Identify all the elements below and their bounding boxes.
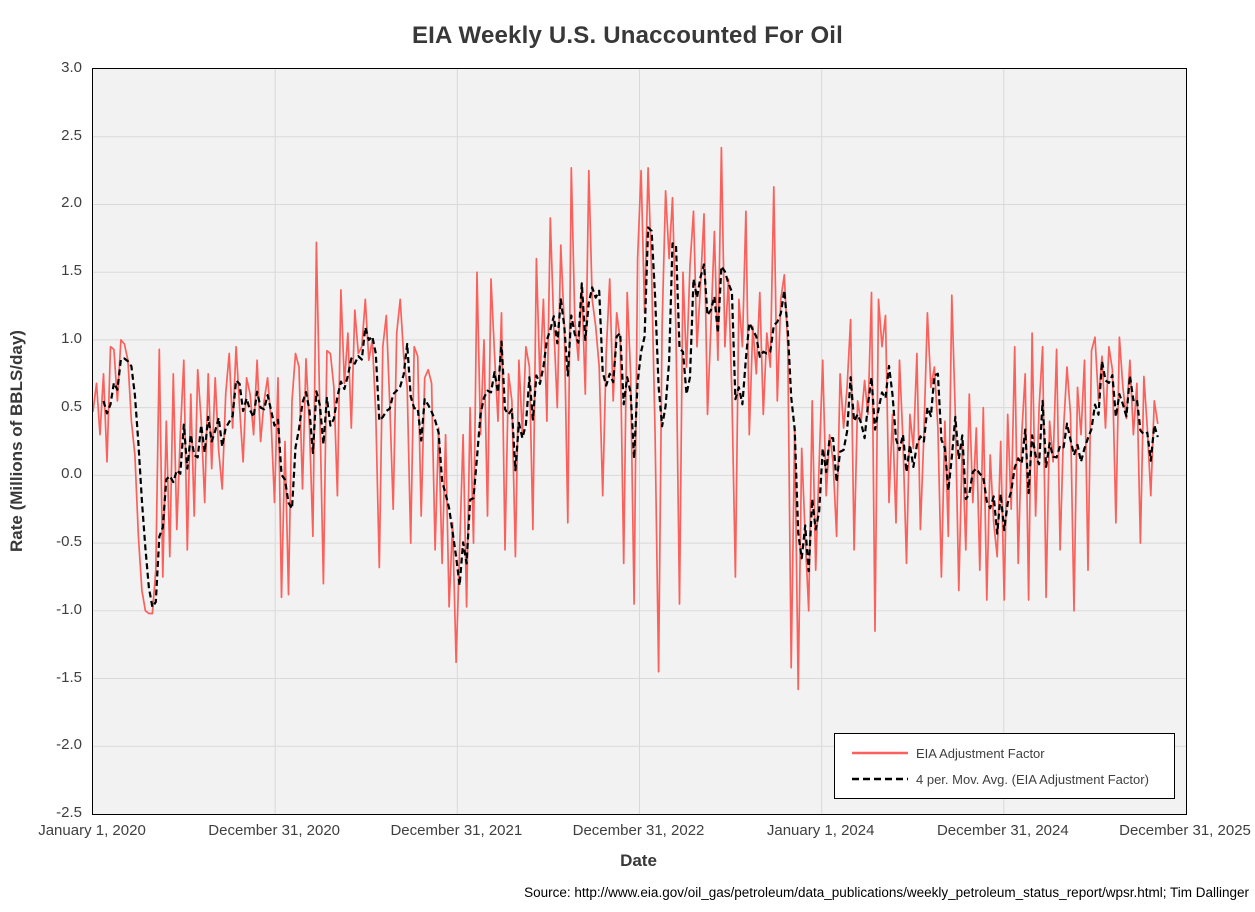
plot-svg bbox=[93, 69, 1186, 814]
source-note: Source: http://www.eia.gov/oil_gas/petro… bbox=[524, 885, 1249, 900]
y-tick-label: -1.5 bbox=[56, 668, 82, 686]
y-tick-label: 0.0 bbox=[61, 465, 82, 483]
y-tick-label: 2.0 bbox=[61, 194, 82, 212]
y-axis-title: Rate (Millions of BBLS/day) bbox=[7, 330, 26, 552]
x-tick-label: January 1, 2024 bbox=[766, 822, 875, 839]
y-tick-label: -1.0 bbox=[56, 600, 82, 618]
legend-label-moving-average: 4 per. Mov. Avg. (EIA Adjustment Factor) bbox=[916, 771, 1149, 787]
y-tick-label: 1.0 bbox=[61, 329, 82, 347]
x-axis-title: Date bbox=[620, 851, 657, 870]
solid-line-swatch-icon bbox=[852, 751, 908, 755]
legend: EIA Adjustment Factor 4 per. Mov. Avg. (… bbox=[834, 733, 1175, 799]
x-tick-label: December 31, 2024 bbox=[936, 822, 1069, 839]
x-tick-label: December 31, 2020 bbox=[208, 822, 341, 839]
series-moving-average bbox=[102, 226, 1159, 609]
chart-title: EIA Weekly U.S. Unaccounted For Oil bbox=[411, 22, 844, 49]
y-tick-label: -2.5 bbox=[56, 804, 82, 821]
x-tick-label: December 31, 2022 bbox=[572, 822, 705, 839]
y-tick-label: -2.0 bbox=[56, 736, 82, 754]
y-tick-label: 3.0 bbox=[61, 59, 82, 76]
x-tick-label: December 31, 2021 bbox=[390, 822, 523, 839]
x-tick-label: January 1, 2020 bbox=[38, 822, 146, 839]
y-tick-label: 2.5 bbox=[61, 126, 82, 144]
legend-item-eia-adjustment-factor: EIA Adjustment Factor bbox=[851, 746, 1166, 761]
y-tick-label: 1.5 bbox=[61, 262, 82, 280]
legend-label-eia-adjustment-factor: EIA Adjustment Factor bbox=[916, 745, 1045, 761]
series-eia-adjustment-factor bbox=[93, 146, 1159, 691]
legend-item-moving-average: 4 per. Mov. Avg. (EIA Adjustment Factor) bbox=[851, 772, 1166, 787]
y-tick-label: 0.5 bbox=[61, 397, 82, 415]
plot-area bbox=[92, 68, 1187, 815]
dashed-line-swatch-icon bbox=[852, 777, 908, 781]
y-tick-label: -0.5 bbox=[56, 533, 82, 551]
x-tick-label: December 31, 2025 bbox=[1119, 822, 1251, 839]
